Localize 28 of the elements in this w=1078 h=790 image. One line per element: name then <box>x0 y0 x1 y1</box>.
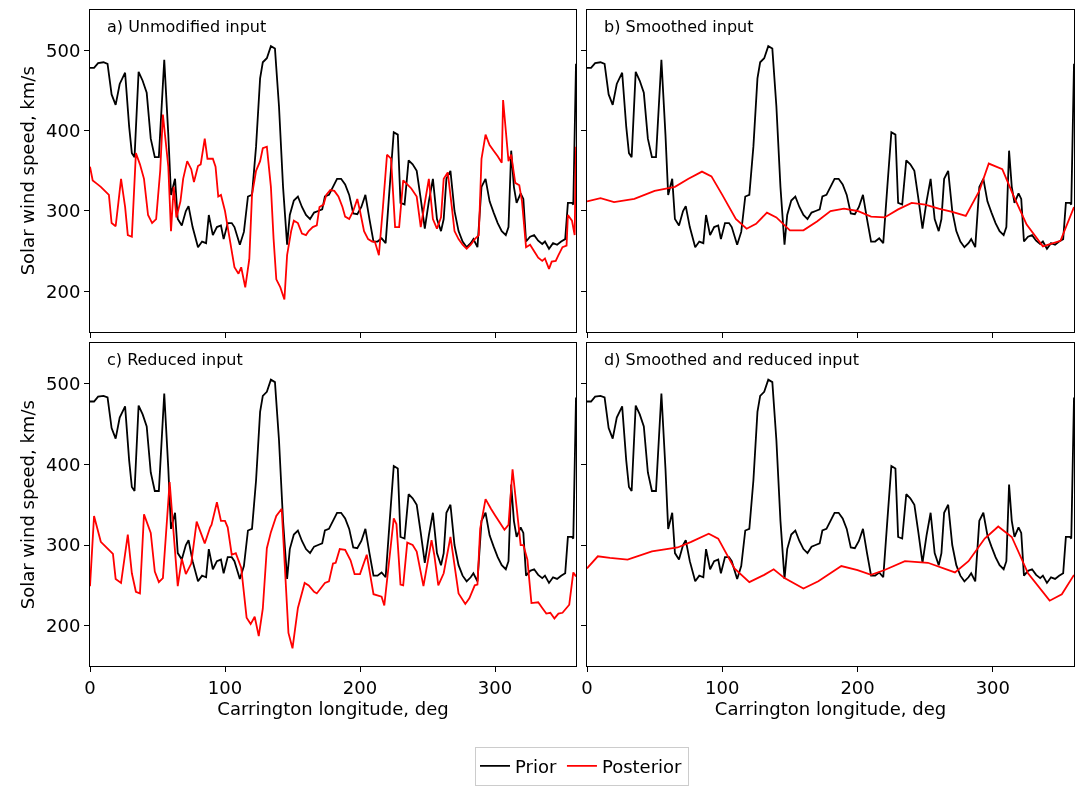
y-tick-label: 500 <box>46 373 81 395</box>
y-tick-label: 200 <box>46 280 81 302</box>
x-tick-label: 300 <box>975 676 1011 698</box>
x-tick-label: 100 <box>207 676 243 698</box>
x-tick-label: 200 <box>840 676 875 698</box>
text: c) Reduced input <box>107 350 243 369</box>
legend-label: Prior <box>515 755 557 777</box>
x-tick-label: 200 <box>342 676 378 698</box>
y-tick-label: 300 <box>46 200 81 222</box>
y-tick-label: 500 <box>46 39 81 61</box>
y-axis-title: Solar wind speed, km/s <box>17 66 39 276</box>
text: d) Smoothed and reduced input <box>604 350 859 369</box>
legend-label: Posterior <box>601 755 683 777</box>
x-axis-title: Carrington longitude, deg <box>714 697 947 719</box>
x-tick-label: 0 <box>581 676 593 698</box>
y-tick-label: 300 <box>46 534 81 556</box>
x-tick-label: 100 <box>705 676 740 698</box>
x-tick-label: 300 <box>477 676 513 698</box>
text: a) Unmodified input <box>107 17 267 36</box>
text: b) Smoothed input <box>604 17 754 36</box>
y-tick-label: 400 <box>46 453 81 475</box>
line-series <box>90 468 576 650</box>
y-tick-label: 400 <box>46 119 81 141</box>
y-tick-label: 200 <box>46 614 81 636</box>
x-tick-label: 0 <box>84 676 96 698</box>
y-axis-title: Solar wind speed, km/s <box>17 400 39 610</box>
x-axis-title: Carrington longitude, deg <box>217 697 449 719</box>
line-series <box>90 99 576 301</box>
